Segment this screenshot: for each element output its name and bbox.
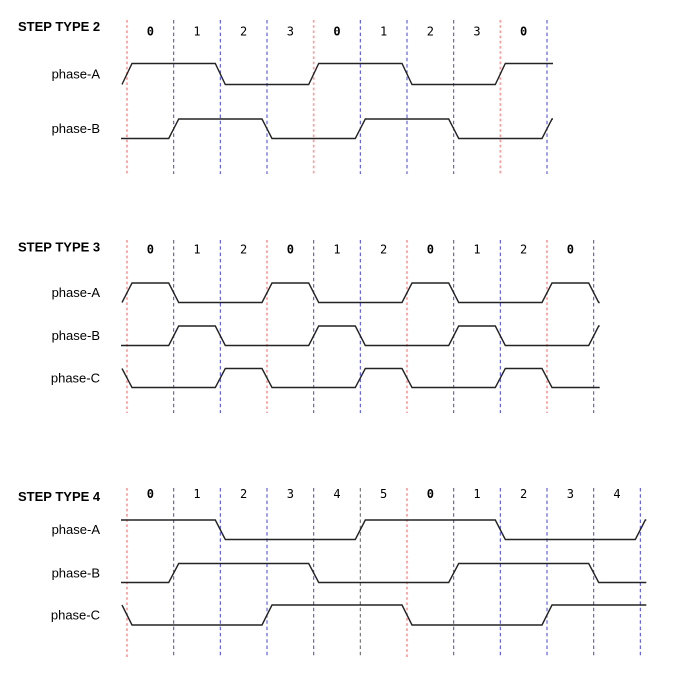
phase-label: phase-C xyxy=(51,371,100,386)
phase-label: phase-B xyxy=(52,328,100,343)
waveform-phase-B xyxy=(121,562,647,584)
step-number-label: 2 xyxy=(380,243,387,257)
waveform-phase-C xyxy=(121,367,600,389)
step-number-label: 2 xyxy=(520,487,527,501)
step-number-label: 1 xyxy=(380,25,387,39)
step-number-label: 0 xyxy=(520,25,527,39)
step-number-label: 4 xyxy=(333,487,340,501)
phase-label: phase-A xyxy=(52,67,101,82)
step-number-label: 1 xyxy=(193,487,200,501)
step-number-label: 1 xyxy=(473,487,480,501)
waveform-phase-B xyxy=(121,118,553,140)
step-number-label: 5 xyxy=(380,487,387,501)
step-number-label: 1 xyxy=(473,243,480,257)
step-number-label: 3 xyxy=(287,487,294,501)
step-number-label: 2 xyxy=(520,243,527,257)
step-number-label: 0 xyxy=(427,243,434,257)
step-number-label: 0 xyxy=(567,243,574,257)
section-title: STEP TYPE 2 xyxy=(18,19,100,34)
step-number-label: 2 xyxy=(240,25,247,39)
step-number-label: 2 xyxy=(427,25,434,39)
step-type-2-section: STEP TYPE 2 0 1 2 3 0 1 2 3 0 phase-A phase-B xyxy=(18,19,553,174)
phase-label: phase-A xyxy=(52,522,101,537)
phase-label: phase-B xyxy=(52,121,100,136)
step-number-label: 2 xyxy=(240,487,247,501)
step-number-label: 0 xyxy=(147,25,154,39)
step-number-label: 3 xyxy=(473,25,480,39)
phase-label: phase-B xyxy=(52,566,100,581)
phase-label: phase-C xyxy=(51,608,100,623)
waveform-phase-C xyxy=(121,604,647,626)
step-number-label: 1 xyxy=(193,243,200,257)
step-number-label: 0 xyxy=(147,243,154,257)
section-title: STEP TYPE 4 xyxy=(18,489,101,504)
section-title: STEP TYPE 3 xyxy=(18,240,100,255)
phase-label: phase-A xyxy=(52,285,101,300)
step-type-3-plot: 0 1 2 0 1 2 0 1 2 0 xyxy=(121,240,600,413)
step-type-3-section: STEP TYPE 3 0 1 2 0 1 2 0 1 2 0 phase-A phase-B p… xyxy=(18,240,600,413)
waveform-phase-B xyxy=(121,325,600,347)
waveform-phase-A xyxy=(121,282,600,304)
waveform-phase-A xyxy=(121,62,553,86)
step-number-label: 1 xyxy=(193,25,200,39)
step-type-4-plot: 0 1 2 3 4 5 0 1 2 3 4 xyxy=(121,487,647,658)
step-number-label: 0 xyxy=(287,243,294,257)
step-number-label: 4 xyxy=(613,487,620,501)
step-number-label: 0 xyxy=(333,25,340,39)
step-type-2-plot: 0 1 2 3 0 1 2 3 0 xyxy=(121,20,553,174)
step-number-label: 3 xyxy=(287,25,294,39)
step-number-label: 1 xyxy=(333,243,340,257)
step-number-label: 0 xyxy=(427,487,434,501)
step-number-label: 2 xyxy=(240,243,247,257)
step-number-label: 3 xyxy=(567,487,574,501)
step-number-label: 0 xyxy=(147,487,154,501)
waveform-phase-A xyxy=(121,519,647,541)
